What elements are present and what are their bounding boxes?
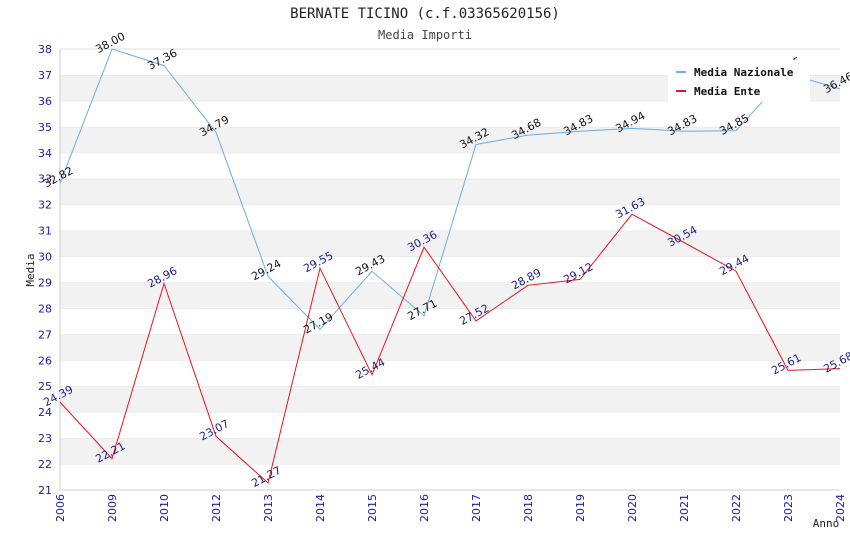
y-tick-label: 25 <box>38 380 52 393</box>
series-line-media-ente <box>59 213 841 484</box>
y-tick-label: 29 <box>38 276 52 289</box>
grid-band <box>60 412 840 439</box>
x-tick-label: 2010 <box>158 494 171 522</box>
legend-label: Media Nazionale <box>694 66 794 79</box>
axes <box>59 49 840 491</box>
x-tick-label: 2017 <box>470 494 483 522</box>
y-tick-label: 27 <box>38 328 52 341</box>
grid-band <box>60 152 840 179</box>
series-group <box>59 48 841 484</box>
y-tick-label: 37 <box>38 69 52 82</box>
tick-labels: 21 22 23 24 25 26 27 28 29 30 31 32 33 34 35 36 37 38 2006… <box>38 43 847 522</box>
x-tick-label: 2015 <box>366 494 379 522</box>
x-tick-label: 2023 <box>782 494 795 522</box>
grid-band <box>60 386 840 413</box>
y-tick-label: 28 <box>38 302 52 315</box>
grid-band <box>60 360 840 387</box>
x-tick-label: 2021 <box>678 494 691 522</box>
chart-subtitle: Media Importi <box>378 28 472 42</box>
y-tick-label: 22 <box>38 458 52 471</box>
x-tick-label: 2016 <box>418 494 431 522</box>
y-tick-label: 33 <box>38 173 52 186</box>
grid-band <box>60 230 840 257</box>
x-tick-label: 2013 <box>262 494 275 522</box>
y-tick-label: 30 <box>38 251 52 264</box>
x-tick-label: 2020 <box>626 494 639 522</box>
x-tick-label: 2024 <box>834 494 847 522</box>
y-tick-label: 23 <box>38 432 52 445</box>
y-tick-label: 34 <box>38 147 52 160</box>
x-tick-label: 2012 <box>210 494 223 522</box>
y-tick-label: 24 <box>38 406 52 419</box>
x-tick-label: 2022 <box>730 494 743 522</box>
x-tick-label: 2006 <box>54 494 67 522</box>
y-tick-label: 36 <box>38 95 52 108</box>
grid-bands <box>60 48 840 490</box>
grid-band <box>60 204 840 231</box>
legend-label: Media Ente <box>694 85 761 98</box>
grid-band <box>60 256 840 283</box>
legend-box <box>668 60 810 102</box>
x-tick-label: 2009 <box>106 494 119 522</box>
grid-band <box>60 282 840 309</box>
x-tick-label: 2019 <box>574 494 587 522</box>
grid-band <box>60 438 840 465</box>
y-tick-label: 35 <box>38 121 52 134</box>
y-tick-label: 32 <box>38 199 52 212</box>
grid-band <box>60 100 840 127</box>
legend: Media Nazionale Media Ente <box>668 60 810 102</box>
x-tick-label: 2018 <box>522 494 535 522</box>
grid-band <box>60 334 840 361</box>
chart-title: BERNATE TICINO (c.f.03365620156) <box>290 6 560 22</box>
y-tick-label: 31 <box>38 225 52 238</box>
y-tick-label: 26 <box>38 354 52 367</box>
x-tick-label: 2014 <box>314 494 327 522</box>
grid-band <box>60 464 840 490</box>
y-axis-label: Media <box>24 253 37 286</box>
y-tick-label: 38 <box>38 43 52 56</box>
grid-band <box>60 178 840 205</box>
grid-band <box>60 308 840 335</box>
series-line-media-nazionale <box>59 48 841 331</box>
x-axis-label: Anno <box>813 517 840 530</box>
y-tick-label: 21 <box>38 484 52 497</box>
